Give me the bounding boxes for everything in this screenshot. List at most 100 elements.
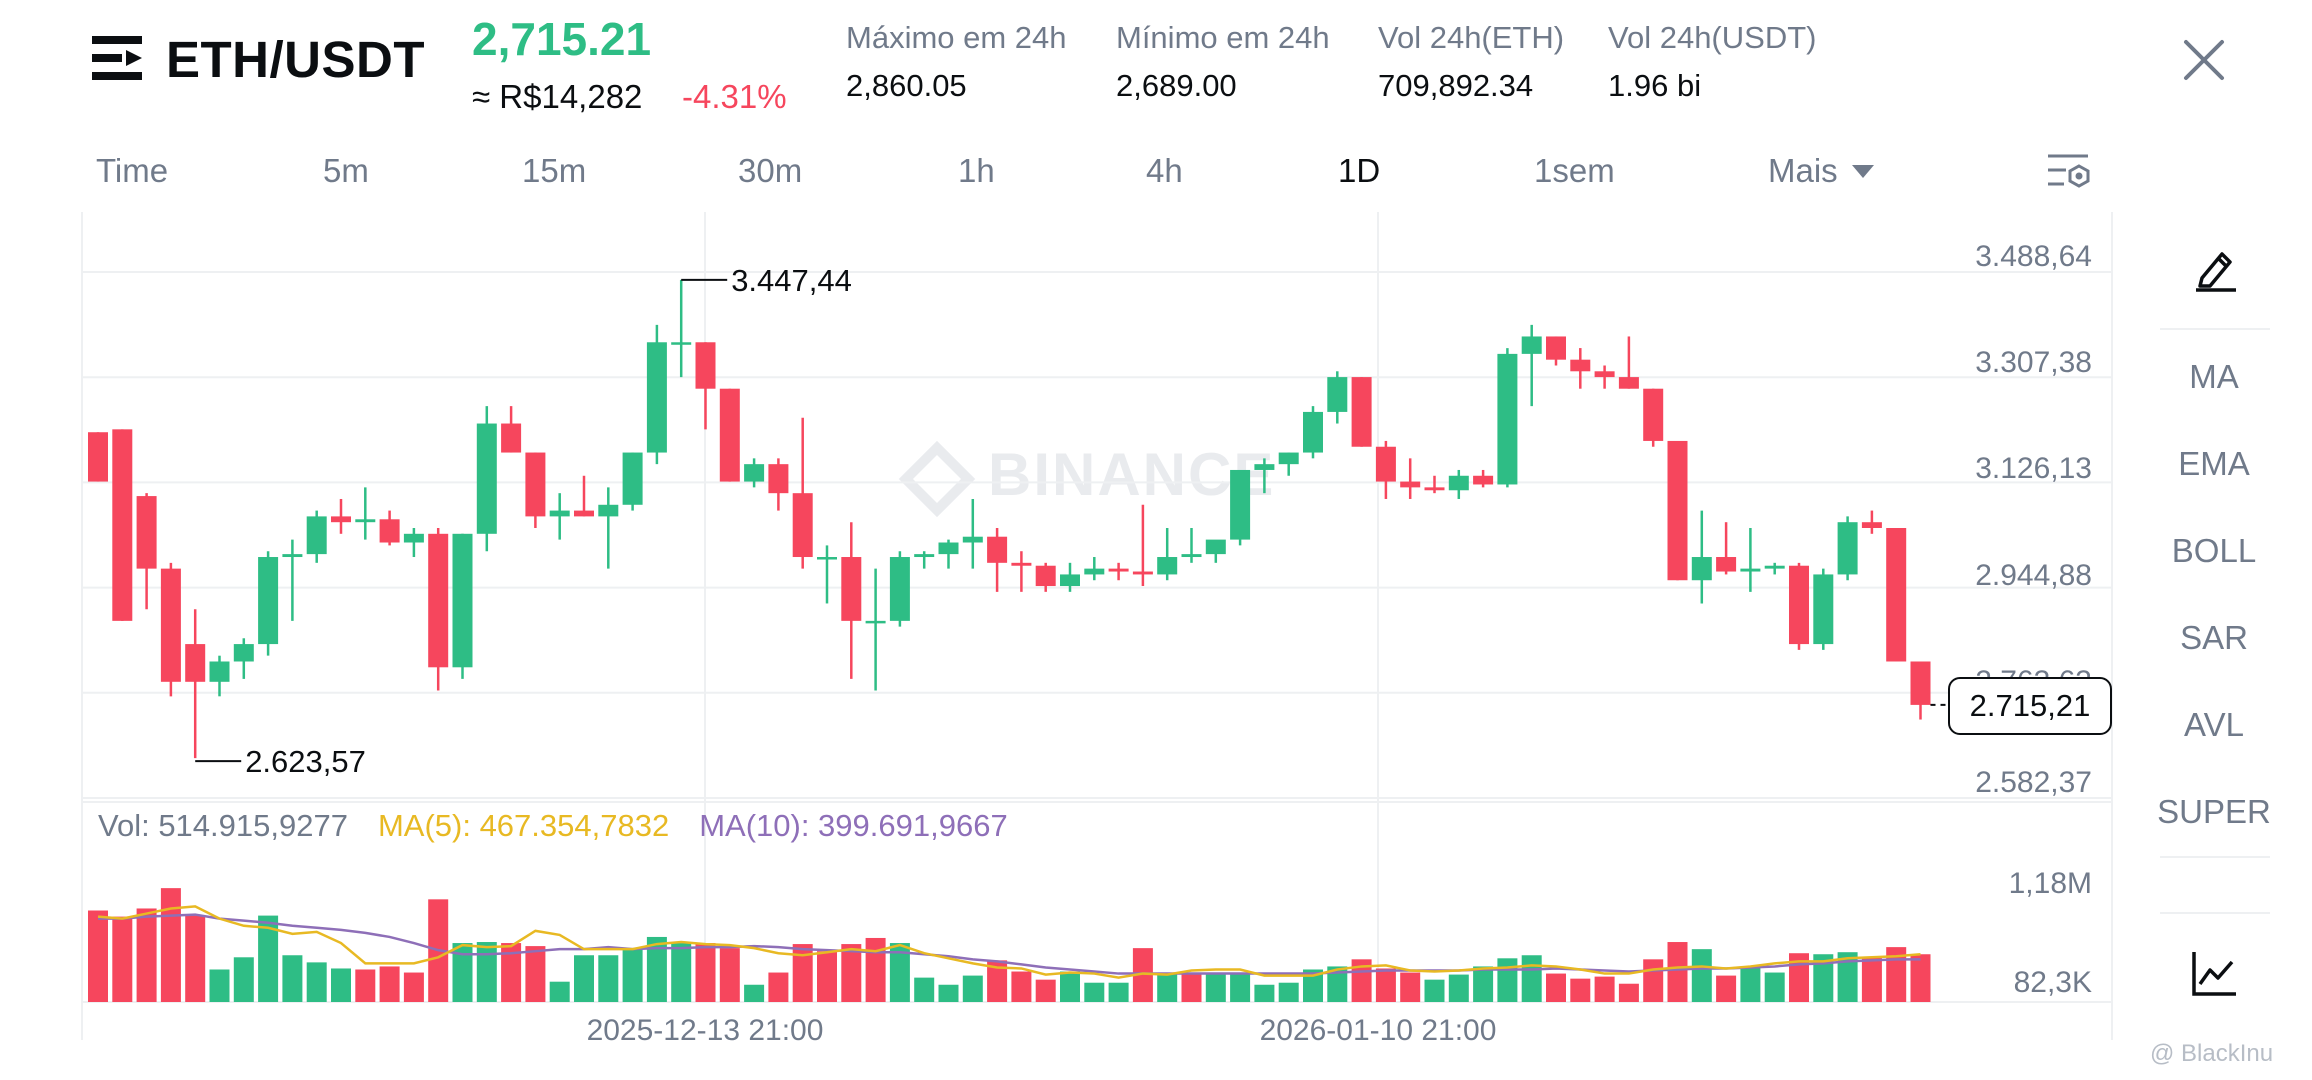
indicator-sar[interactable]: SAR [2180, 619, 2248, 656]
indicator-boll[interactable]: BOLL [2171, 532, 2257, 569]
volume-bar [1546, 973, 1566, 1002]
candle-body [403, 533, 424, 543]
stat-high-label: Máximo em 24h [846, 20, 1067, 55]
candle-body [1910, 661, 1931, 705]
candle-body [1084, 568, 1105, 575]
tab-1h[interactable]: 1h [958, 152, 995, 189]
tab-time[interactable]: Time [96, 152, 169, 189]
candle-body [574, 510, 594, 517]
volume-bar [1618, 983, 1639, 1002]
volume-bar [1910, 954, 1931, 1002]
indicator-ma[interactable]: MA [2189, 358, 2239, 395]
menu-icon[interactable] [92, 34, 142, 82]
volume-bar [1594, 976, 1615, 1002]
chart-settings-icon[interactable] [2046, 150, 2092, 196]
volume-legend: Vol: 514.915,9277 MA(5): 467.354,7832 MA(1… [98, 808, 1038, 844]
volume-bar [1400, 972, 1421, 1002]
indicator-ema[interactable]: EMA [2178, 445, 2250, 482]
candle-body [889, 557, 910, 621]
candle-body [1351, 377, 1372, 447]
indicator-avl[interactable]: AVL [2184, 706, 2244, 743]
volume-bar [792, 944, 813, 1002]
candle-body [1521, 336, 1542, 354]
volume-bar [1157, 972, 1178, 1002]
credit-text: @ BlackInu [2150, 1040, 2274, 1067]
current-price-label: 2.715,21 [1948, 676, 2112, 735]
volume-bar [938, 984, 959, 1002]
candle-body [233, 644, 254, 662]
volume-bar [1303, 969, 1323, 1002]
volume-bar [306, 962, 327, 1002]
candle-body [452, 533, 473, 668]
high-price-label: 3.447,44 [731, 263, 852, 298]
candle-body [355, 519, 376, 523]
volume-axis-label: 1,18M [2009, 867, 2092, 900]
pair-title[interactable]: ETH/USDT [166, 31, 425, 88]
volume-bar [185, 915, 206, 1002]
candle-body [1157, 557, 1178, 575]
volume-bar [233, 957, 254, 1002]
candle-body [1230, 469, 1251, 540]
candle-body [1060, 574, 1080, 587]
candle-body [1278, 452, 1299, 465]
candle-body [1667, 440, 1688, 581]
volume-bar [282, 955, 303, 1002]
caret-down-icon[interactable] [1852, 165, 1874, 178]
volume-bar [331, 968, 351, 1002]
time-axis-label: 2026-01-10 21:00 [1260, 1014, 1497, 1047]
candle-body [549, 510, 570, 517]
candle-body [1400, 481, 1421, 488]
annotations-layer: 3.447,44 2.623,57 [195, 263, 1948, 779]
pencil-draw-icon[interactable] [2192, 244, 2240, 292]
volume-bar [1351, 959, 1372, 1002]
tab-5m[interactable]: 5m [323, 152, 369, 189]
candle-body [938, 542, 959, 555]
volume-bar [1035, 979, 1056, 1002]
candle-body [1837, 522, 1858, 575]
binance-watermark: BINANCE [898, 440, 1275, 518]
candle-body [792, 493, 813, 558]
candle-body [1497, 353, 1518, 485]
close-icon[interactable] [2180, 36, 2228, 84]
tab-1d[interactable]: 1D [1338, 152, 1381, 189]
indicator-super[interactable]: SUPER [2157, 793, 2271, 830]
volume-bar [695, 943, 716, 1002]
candle-body [1181, 554, 1202, 558]
candle-body [428, 533, 449, 668]
candle-body [598, 504, 619, 517]
candle-body [817, 557, 837, 560]
volume-bar [1011, 971, 1032, 1002]
candle-body [1813, 574, 1834, 645]
volume-bar [136, 908, 157, 1002]
candle-body [1691, 557, 1712, 581]
candle-body [914, 554, 935, 558]
candle-body [962, 536, 983, 543]
low-price-label: 2.623,57 [245, 744, 366, 779]
stat-vol-eth-label: Vol 24h(ETH) [1378, 20, 1565, 55]
price-axis-label: 2.944,88 [1975, 559, 2092, 592]
line-chart-icon[interactable] [2192, 950, 2238, 996]
volume-bar [768, 972, 789, 1002]
side-divider [2160, 328, 2270, 330]
tab-1sem[interactable]: 1sem [1534, 152, 1615, 189]
tab-more[interactable]: Mais [1768, 152, 1838, 189]
candle-body [1716, 557, 1737, 572]
volume-bar [501, 943, 522, 1002]
candle-body [671, 342, 692, 345]
candle-body [646, 342, 667, 453]
volume-bar [1060, 971, 1080, 1002]
tab-30m[interactable]: 30m [738, 152, 803, 189]
volume-bar [1521, 955, 1542, 1002]
candle-body [1011, 562, 1032, 566]
volume-bar [1691, 949, 1712, 1002]
volume-bar [258, 915, 279, 1002]
candle-body [768, 464, 789, 494]
candle-body [622, 452, 643, 505]
tab-4h[interactable]: 4h [1146, 152, 1183, 189]
last-price: 2,715.21 [472, 13, 652, 65]
volume-bar [646, 936, 667, 1002]
tab-15m[interactable]: 15m [522, 152, 587, 189]
candle-body [379, 519, 400, 543]
volume-bar [476, 942, 497, 1002]
